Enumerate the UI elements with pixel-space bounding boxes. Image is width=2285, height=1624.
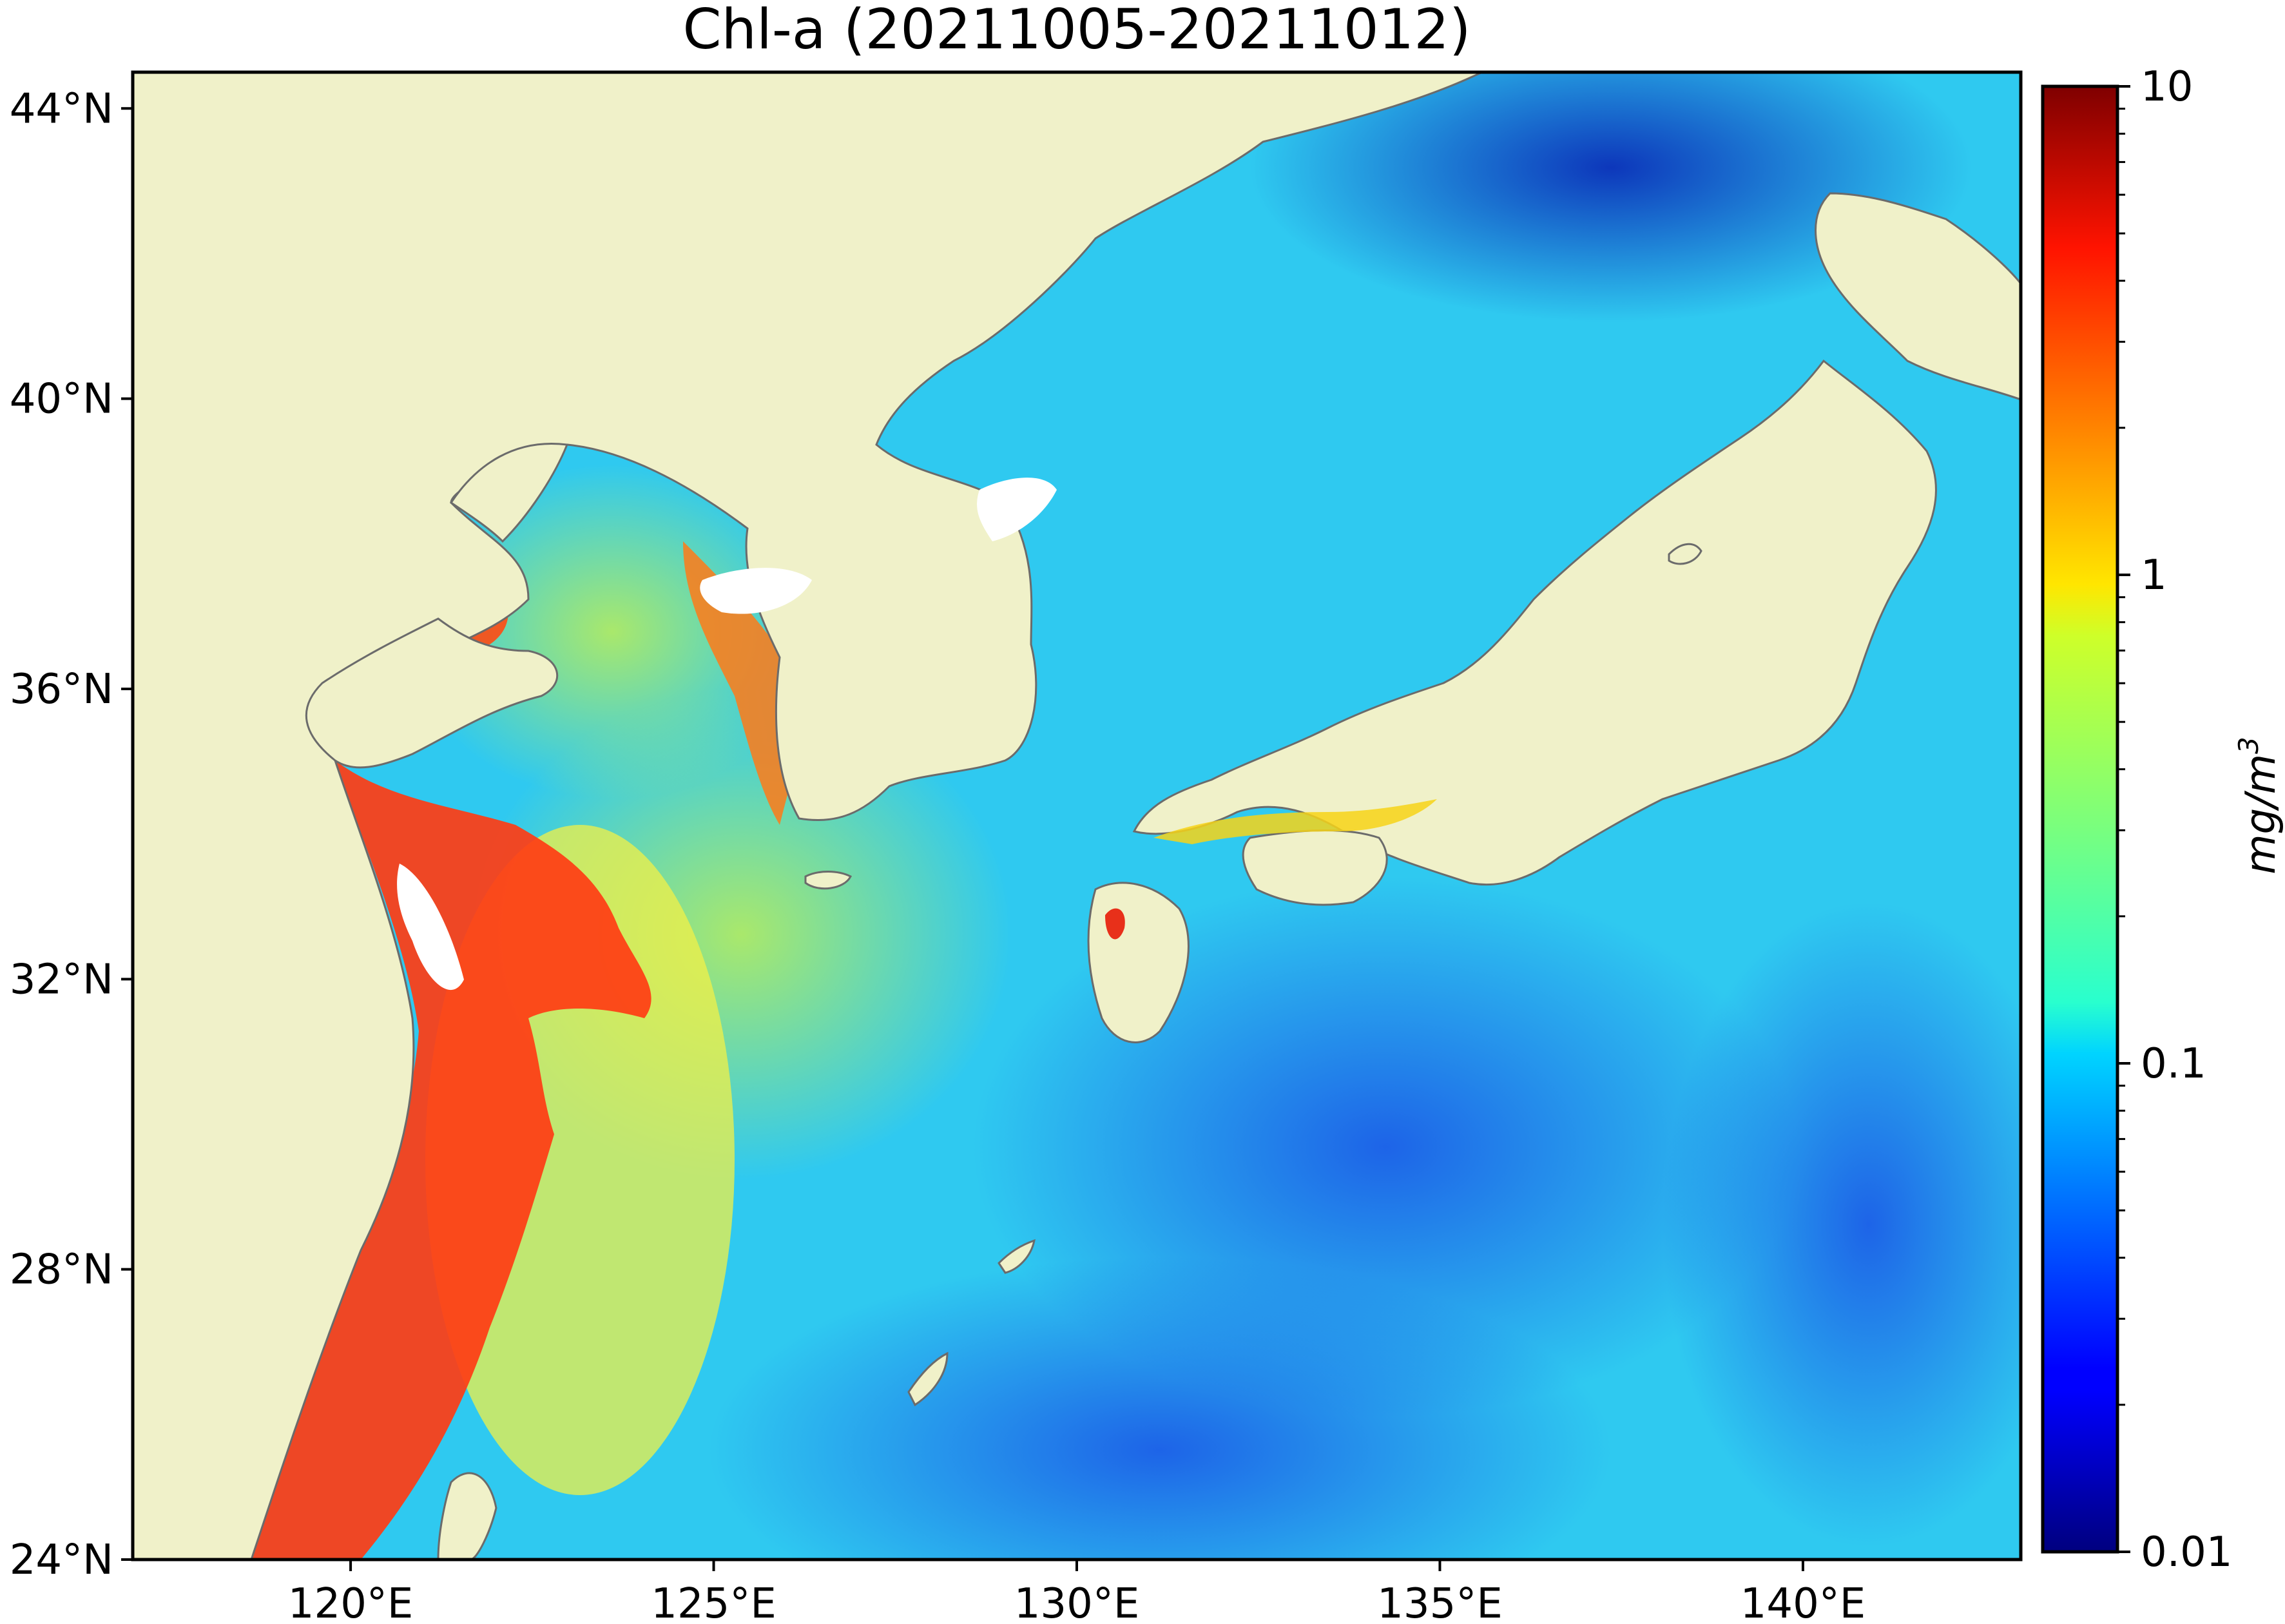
yellow-sea-mid-patch (406, 464, 818, 799)
colorbar-tick-label: 1 (2141, 552, 2167, 599)
asian-mainland (133, 72, 1483, 1560)
colorbar-frame (2041, 84, 2119, 1554)
land-mass (133, 72, 2021, 1560)
colorbar-tick-label: 0.01 (2141, 1529, 2233, 1576)
korea-west-coast-high-chl (683, 541, 801, 825)
colorbar-tick-label: 10 (2141, 63, 2193, 111)
lat-tick-label: 28°N (10, 1246, 113, 1294)
sado-island (1668, 543, 1702, 565)
lat-tick-label: 24°N (10, 1536, 113, 1584)
colorbar-ticks: 0.01 0.1 1 10 (2117, 63, 2233, 1576)
lon-tick-label: 135°E (1377, 1580, 1503, 1624)
lat-tick-label: 36°N (10, 666, 113, 713)
taiwan-island (437, 1472, 497, 1560)
seto-inland-sea-high-chl (1153, 799, 1437, 844)
liaodong-peninsula (449, 443, 569, 543)
colorbar: 0.01 0.1 1 10 mg/m3 (2041, 63, 2285, 1576)
china-coastal-high-chl-band (245, 760, 651, 1560)
okinawa-island (907, 1351, 949, 1407)
east-low-chl-patch (1663, 902, 2021, 1547)
lat-tick-label: 32°N (10, 956, 113, 1003)
no-data-patch-yangtze (397, 864, 464, 991)
latitude-axis: 24°N 28°N 32°N 36°N 40°N 44°N (10, 85, 133, 1584)
jeju-island (804, 871, 853, 890)
lon-tick-label: 125°E (651, 1580, 776, 1624)
ariake-sea-high-chl (1105, 908, 1125, 940)
lon-tick-label: 130°E (1014, 1580, 1140, 1624)
lon-tick-label: 120°E (288, 1580, 414, 1624)
map-title: Chl-a (20211005-20211012) (682, 0, 1471, 62)
lat-tick-label: 40°N (10, 376, 113, 423)
hokkaido-island (1815, 192, 2021, 401)
no-data-patch-yellow-sea (700, 568, 812, 614)
colorbar-tick-label: 0.1 (2141, 1040, 2206, 1088)
lat-tick-label: 44°N (10, 85, 113, 133)
lon-tick-label: 140°E (1740, 1580, 1866, 1624)
shikoku-island (1242, 829, 1388, 906)
colorbar-unit-superscript: 3 (2233, 737, 2264, 754)
amami-island (998, 1239, 1036, 1274)
map-panel (133, 72, 2021, 1560)
honshu-island (1132, 359, 1937, 886)
colorbar-unit-label: mg/m3 (2233, 737, 2285, 875)
offshore-low-chl-patch-south (709, 1257, 1611, 1560)
no-data-patch-korea (977, 478, 1057, 541)
colorbar-gradient (2043, 86, 2117, 1552)
longitude-axis: 120°E 125°E 130°E 135°E 140°E (288, 1560, 1866, 1624)
shandong-peninsula (305, 617, 559, 769)
sea-of-japan-north-low-patch (1250, 72, 1972, 322)
